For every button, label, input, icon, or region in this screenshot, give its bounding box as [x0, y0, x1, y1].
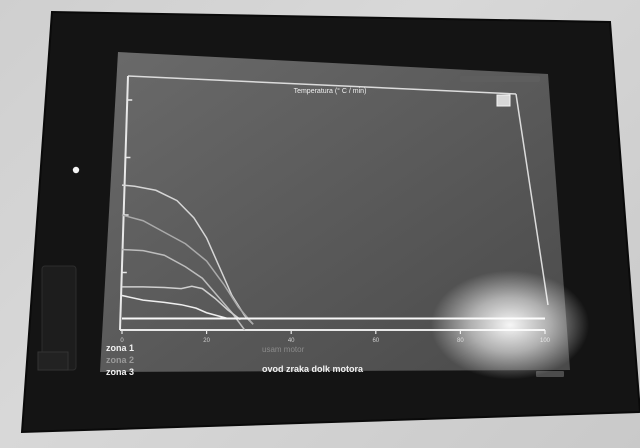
series-line-1	[121, 248, 246, 331]
chart-right-border	[515, 93, 549, 306]
chart-menu-button[interactable]	[496, 94, 511, 107]
legend: zona 1 zona 2 zona 3 usam motor ovod zra…	[106, 343, 364, 377]
x-tick-label-3: 60	[372, 338, 379, 344]
y-axis	[119, 75, 129, 331]
chart-top-border	[127, 75, 517, 95]
x-tick-label-2: 40	[288, 338, 295, 344]
series-line-3	[121, 184, 254, 325]
legend-zone-1: zona 1	[106, 343, 134, 353]
x-tick-label-4: 80	[457, 338, 464, 344]
status-led-icon	[72, 166, 80, 174]
brand-logo	[460, 76, 540, 82]
x-tick-label-5: 100	[540, 338, 551, 344]
legend-zone-3: zona 3	[106, 367, 134, 377]
chart-title: Temperatura (° C / min)	[294, 87, 367, 95]
series-line-0	[121, 294, 228, 320]
series-line-2	[122, 285, 241, 321]
series-line-4	[121, 214, 254, 325]
series-group	[121, 184, 545, 331]
x-tick-label-1: 20	[203, 338, 210, 344]
x-tick-label-0: 0	[120, 338, 124, 344]
legend-zone-2: zona 2	[106, 355, 134, 365]
bottom-badge	[536, 371, 564, 377]
legend-motor: usam motor	[262, 345, 305, 354]
usb-port-icon	[37, 351, 69, 371]
legend-air-after-motor: ovod zraka dolk motora	[262, 364, 364, 374]
